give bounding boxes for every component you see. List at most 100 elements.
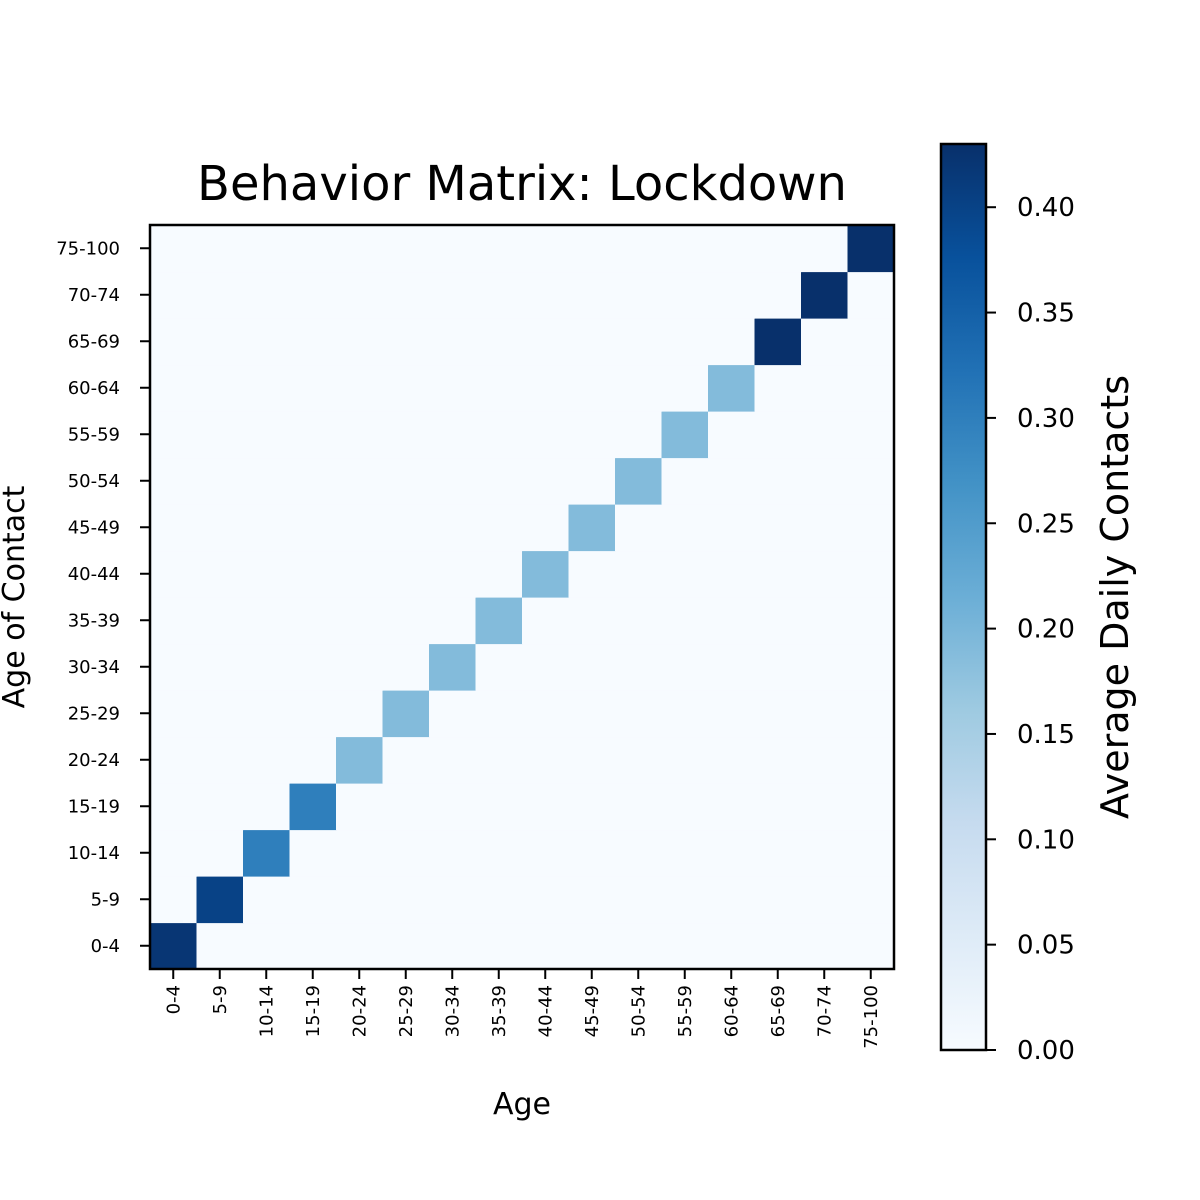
heatmap-cell [150,271,198,319]
heatmap-cell [429,783,477,831]
heatmap-cell [847,411,895,459]
heatmap-cell [429,643,477,691]
heatmap-cell [150,783,198,831]
x-tick-label: 0-4 [163,985,184,1014]
heatmap-cell [196,550,244,598]
heatmap-cell [196,271,244,319]
heatmap-cell [661,597,709,645]
heatmap-cell [150,690,198,738]
heatmap-cell [801,225,849,273]
x-tick-label: 15-19 [303,985,324,1037]
heatmap-cell [382,690,430,738]
heatmap-cell [196,736,244,784]
heatmap-cell [475,736,523,784]
y-tick-label: 25-29 [68,703,120,724]
heatmap-cell [196,364,244,412]
x-tick-label: 35-39 [489,985,510,1037]
heatmap-cell [615,364,663,412]
heatmap-cell [243,225,291,273]
heatmap-cell [568,783,616,831]
heatmap-cell [475,504,523,552]
colorbar-tick-label: 0.40 [1017,193,1075,223]
heatmap-cell [568,457,616,505]
heatmap-cell [615,597,663,645]
heatmap-cell [289,364,337,412]
x-tick-label: 65-69 [768,985,789,1037]
heatmap-cell [847,504,895,552]
heatmap-cell [150,550,198,598]
heatmap-cell [196,225,244,273]
heatmap-cell [289,736,337,784]
heatmap-cell [801,504,849,552]
heatmap-cell [615,504,663,552]
y-tick-label: 60-64 [68,378,120,399]
heatmap-cell [615,829,663,877]
heatmap-cell [847,271,895,319]
heatmap-cell [754,922,802,970]
heatmap-cell [522,225,570,273]
heatmap-cell [522,364,570,412]
heatmap-cell [289,829,337,877]
heatmap-cell [568,411,616,459]
heatmap-cell [382,457,430,505]
heatmap-cell [847,922,895,970]
heatmap-cell [429,364,477,412]
heatmap-cell [708,271,756,319]
heatmap-cell [336,643,384,691]
y-axis-label: Age of Contact [0,485,32,708]
heatmap-cell [708,411,756,459]
heatmap-cell [661,922,709,970]
heatmap-cell [196,457,244,505]
heatmap-cell [382,643,430,691]
heatmap-cell [289,550,337,598]
heatmap-cell [522,457,570,505]
heatmap-cell [568,736,616,784]
x-tick-label: 45-49 [582,985,603,1037]
heatmap-cell [150,504,198,552]
x-tick-label: 25-29 [396,985,417,1037]
colorbar-label: Average Daily Contacts [1093,375,1137,819]
y-tick-label: 70-74 [68,285,120,306]
heatmap-cell [243,550,291,598]
heatmap-cell [243,271,291,319]
heatmap-cell [801,457,849,505]
heatmap-cell [429,457,477,505]
heatmap-cell [847,876,895,924]
y-tick-label: 30-34 [68,657,120,678]
colorbar-tick-label: 0.30 [1017,404,1075,434]
heatmap-cell [150,457,198,505]
heatmap-cell [847,643,895,691]
heatmap-cell [289,643,337,691]
x-tick-label: 40-44 [535,985,556,1037]
heatmap-cell [568,364,616,412]
heatmap-cell [522,643,570,691]
heatmap-cell [708,922,756,970]
heatmap-cell [289,690,337,738]
heatmap-cell [847,318,895,366]
heatmap-cell [847,550,895,598]
x-tick-label: 30-34 [442,985,463,1037]
x-tick-label: 75-100 [861,985,882,1049]
heatmap-cell [243,364,291,412]
heatmap-cell [289,271,337,319]
heatmap-cell [336,922,384,970]
heatmap-cell [336,411,384,459]
heatmap-cell [568,876,616,924]
heatmap-cell [708,597,756,645]
y-tick-label: 55-59 [68,424,120,445]
heatmap-cell [243,504,291,552]
y-tick-label: 45-49 [68,517,120,538]
heatmap-cell [522,550,570,598]
heatmap-cell [336,225,384,273]
heatmap-cell [661,690,709,738]
heatmap-cell [847,736,895,784]
y-tick-label: 20-24 [68,750,120,771]
heatmap-cell [754,225,802,273]
colorbar-tick-label: 0.25 [1017,509,1075,539]
heatmap-cell [289,783,337,831]
heatmap-cell [196,783,244,831]
heatmap-cell [568,318,616,366]
heatmap-cell [708,318,756,366]
heatmap-cell [243,736,291,784]
heatmap-cell [150,411,198,459]
